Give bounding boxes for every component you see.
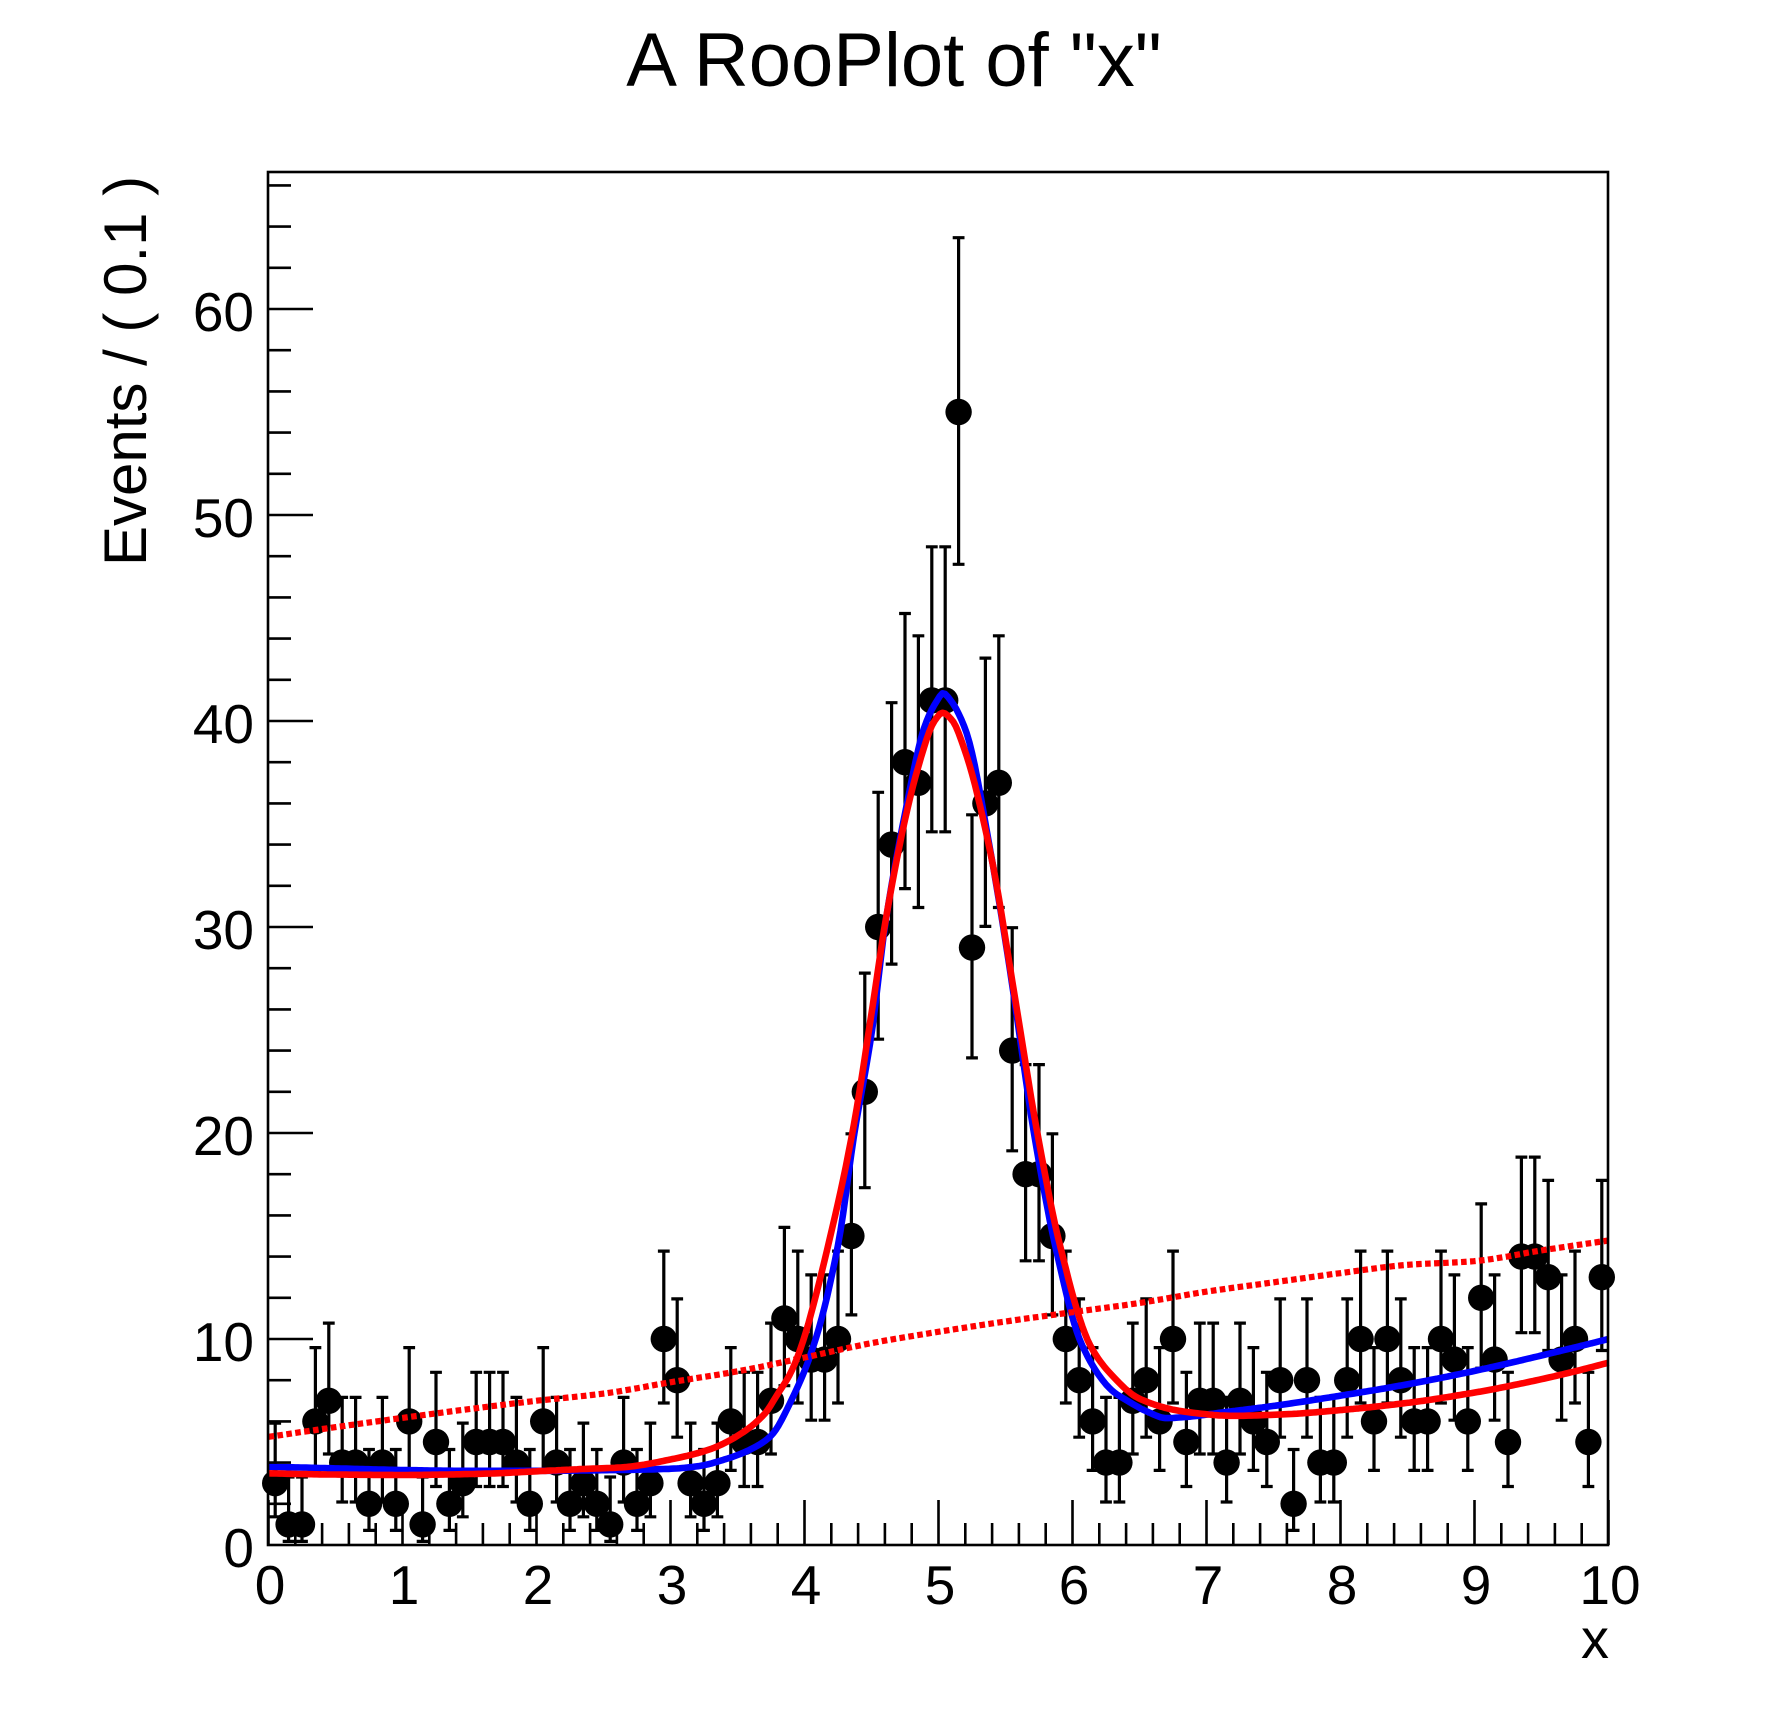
svg-text:10: 10: [1579, 1554, 1640, 1616]
svg-text:30: 30: [193, 899, 254, 961]
svg-text:1: 1: [389, 1554, 420, 1616]
svg-text:0: 0: [223, 1517, 254, 1579]
svg-text:20: 20: [193, 1105, 254, 1167]
svg-text:9: 9: [1461, 1554, 1492, 1616]
svg-text:Events / ( 0.1 ): Events / ( 0.1 ): [92, 176, 159, 566]
svg-text:A RooPlot of "x": A RooPlot of "x": [626, 18, 1162, 103]
svg-text:2: 2: [523, 1554, 554, 1616]
svg-text:40: 40: [193, 693, 254, 755]
svg-text:50: 50: [193, 487, 254, 549]
svg-text:8: 8: [1327, 1554, 1358, 1616]
svg-text:x: x: [1581, 1607, 1609, 1670]
svg-text:6: 6: [1059, 1554, 1090, 1616]
svg-text:10: 10: [193, 1311, 254, 1373]
svg-text:4: 4: [791, 1554, 822, 1616]
svg-text:60: 60: [193, 281, 254, 343]
svg-text:7: 7: [1193, 1554, 1224, 1616]
svg-text:0: 0: [255, 1554, 286, 1616]
svg-text:3: 3: [657, 1554, 688, 1616]
svg-text:5: 5: [925, 1554, 956, 1616]
